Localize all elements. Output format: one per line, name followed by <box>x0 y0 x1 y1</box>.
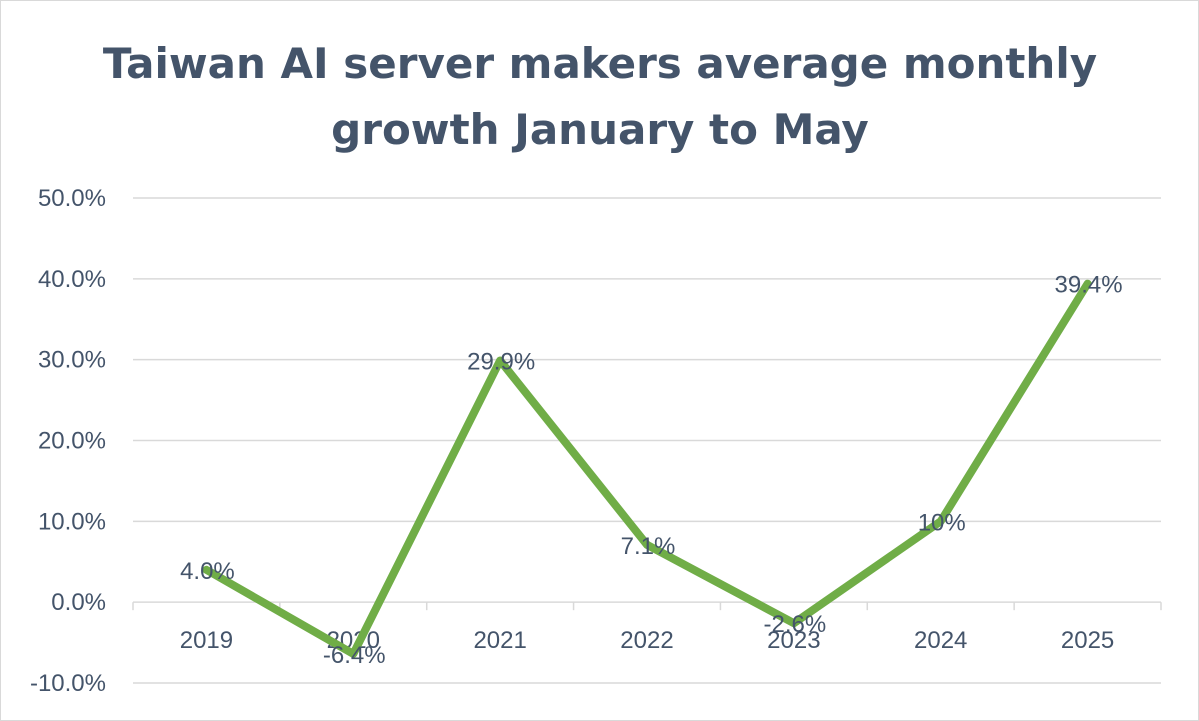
x-axis <box>132 601 1162 611</box>
data-point <box>205 568 208 571</box>
data-point <box>792 622 795 625</box>
data-label: 29.9% <box>467 348 535 375</box>
data-label: 4.0% <box>180 558 235 585</box>
y-tick-label: 50.0% <box>38 185 106 212</box>
gridlines <box>133 197 1161 684</box>
x-tick-label: 2022 <box>620 627 673 654</box>
data-label: -2.6% <box>764 611 827 638</box>
series-line <box>202 279 1092 658</box>
x-tick-label: 2021 <box>473 627 526 654</box>
chart-title-line-1: Taiwan AI server makers average monthly <box>103 39 1097 88</box>
data-point <box>939 520 942 523</box>
data-point <box>1086 282 1089 285</box>
data-label: 39.4% <box>1055 272 1123 299</box>
data-point <box>646 543 648 546</box>
data-point <box>352 652 355 655</box>
chart-title: Taiwan AI server makers average monthly … <box>103 39 1097 154</box>
y-tick-label: 0.0% <box>51 589 106 616</box>
y-tick-label: 30.0% <box>38 347 106 374</box>
x-tick-label: 2025 <box>1061 627 1114 654</box>
y-tick-label: 20.0% <box>38 428 106 455</box>
data-label: 7.1% <box>621 533 676 560</box>
x-tick-label: 2024 <box>914 627 967 654</box>
data-label: 10% <box>918 509 966 536</box>
x-tick-label: 2019 <box>180 627 233 654</box>
y-tick-label: 10.0% <box>38 508 106 535</box>
chart-title-line-2: growth January to May <box>331 105 869 154</box>
data-label: -6.4% <box>323 642 386 669</box>
y-tick-label: -10.0% <box>30 670 106 697</box>
y-axis-tick-labels: -10.0% 0.0% 10.0% 20.0% 30.0% 40.0% 50.0% <box>30 185 106 697</box>
series-growth <box>202 279 1092 658</box>
y-tick-label: 40.0% <box>38 266 106 293</box>
data-point <box>499 359 502 362</box>
x-tick-label: 2023 <box>767 627 820 654</box>
data-labels: 4.0% -6.4% 29.9% 7.1% -2.6% 10% 39.4% <box>180 272 1123 669</box>
